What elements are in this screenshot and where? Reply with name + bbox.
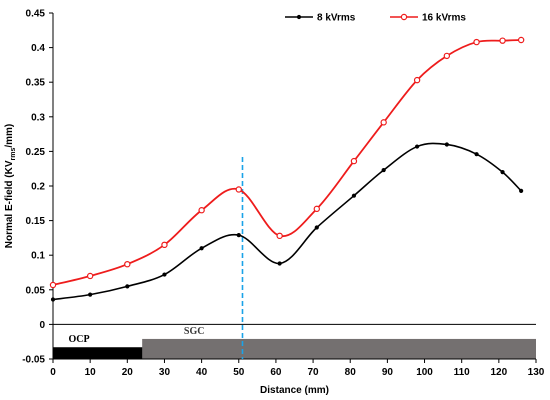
- y-axis-title-suffix: /mm): [4, 124, 15, 148]
- x-axis-title: Distance (mm): [260, 385, 329, 396]
- legend: 8 kVrms 16 kVrms: [285, 13, 466, 24]
- series-2-point: [161, 241, 168, 249]
- y-tick-label: 0.1: [31, 251, 45, 262]
- series-2-point: [276, 232, 283, 240]
- series-2-point: [380, 119, 387, 126]
- x-tick-label: 0: [50, 367, 56, 378]
- series-2-point: [124, 260, 131, 268]
- series-1-point: [415, 144, 420, 149]
- regions-layer: OCP SGC: [53, 326, 536, 359]
- y-tick-label: 0.3: [31, 112, 45, 123]
- series-1-point: [277, 261, 282, 266]
- y-tick-label: 0.15: [26, 216, 46, 227]
- region-label-ocp: OCP: [68, 334, 89, 345]
- y-tick-label: 0.2: [31, 182, 45, 193]
- y-tick-label: -0.05: [22, 355, 45, 366]
- series-1-point: [314, 225, 319, 230]
- series-2-point: [86, 272, 94, 280]
- series-2-point: [413, 76, 421, 84]
- series-1-point: [444, 142, 449, 147]
- axes-layer: [52, 13, 536, 360]
- series-2-point: [235, 186, 242, 193]
- legend-item-2-label: 16 kVrms: [422, 13, 466, 24]
- legend-item-1-label: 8 kVrms: [317, 13, 356, 24]
- series-2-point: [473, 38, 480, 46]
- x-tick-label: 130: [528, 367, 545, 378]
- series-2-point: [313, 205, 320, 213]
- series-layer: [49, 36, 525, 302]
- x-tick-label: 120: [491, 367, 508, 378]
- series-2-line: [52, 39, 522, 286]
- legend-item-1-marker: [296, 14, 302, 20]
- series-1-point: [88, 292, 93, 297]
- region-label-sgc: SGC: [184, 326, 205, 337]
- y-tick-label: 0.4: [31, 43, 45, 54]
- series-2-point: [198, 207, 205, 214]
- x-tick-label: 40: [196, 367, 208, 378]
- series-1-point: [474, 152, 479, 157]
- y-axis-title: Normal E-field (KVrms/mm): [4, 124, 17, 249]
- series-2-point: [49, 281, 57, 289]
- x-tick-label: 70: [308, 367, 320, 378]
- x-tick-label: 110: [454, 367, 471, 378]
- series-2-point: [499, 37, 506, 44]
- series-1-point: [236, 233, 241, 238]
- series-1-point: [381, 167, 386, 173]
- series-2-point: [350, 157, 358, 165]
- x-tick-label: 90: [382, 367, 394, 378]
- series-1-point: [519, 188, 524, 193]
- x-tick-label: 80: [345, 367, 357, 378]
- series-2-point: [443, 52, 451, 60]
- series-1-point: [500, 170, 505, 175]
- series-1-point: [50, 297, 56, 302]
- y-tick-label: 0.05: [26, 285, 46, 296]
- series-1-point: [162, 272, 167, 277]
- x-tick-label: 10: [85, 367, 97, 378]
- ticks-layer: 0 10 20 30 40 50 60 70 80 90 100 110 120 130 -0.05 0 0.0…: [22, 9, 545, 379]
- y-axis-title-prefix: Normal E-field (KV: [4, 160, 15, 248]
- series-1-point: [199, 246, 204, 251]
- y-axis-title-subscript: rms: [10, 148, 17, 161]
- x-tick-label: 100: [416, 367, 433, 378]
- x-tick-label: 20: [122, 367, 134, 378]
- x-tick-label: 50: [233, 367, 245, 378]
- series-2-point: [517, 36, 525, 44]
- series-1-point: [351, 193, 357, 198]
- series-1-point: [125, 284, 130, 289]
- y-tick-label: 0.25: [26, 147, 46, 158]
- region-bar-sgc: [142, 338, 536, 359]
- series-1-line: [52, 142, 522, 301]
- y-tick-label: 0.45: [26, 9, 46, 20]
- y-tick-label: 0: [39, 320, 45, 331]
- x-tick-label: 60: [270, 367, 282, 378]
- y-tick-label: 0.35: [26, 78, 46, 89]
- legend-item-2-marker: [400, 13, 408, 21]
- x-tick-label: 30: [159, 367, 171, 378]
